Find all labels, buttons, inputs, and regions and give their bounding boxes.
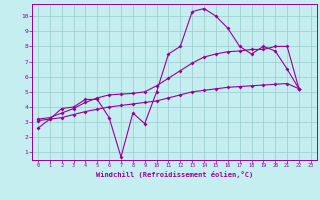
- X-axis label: Windchill (Refroidissement éolien,°C): Windchill (Refroidissement éolien,°C): [96, 171, 253, 178]
